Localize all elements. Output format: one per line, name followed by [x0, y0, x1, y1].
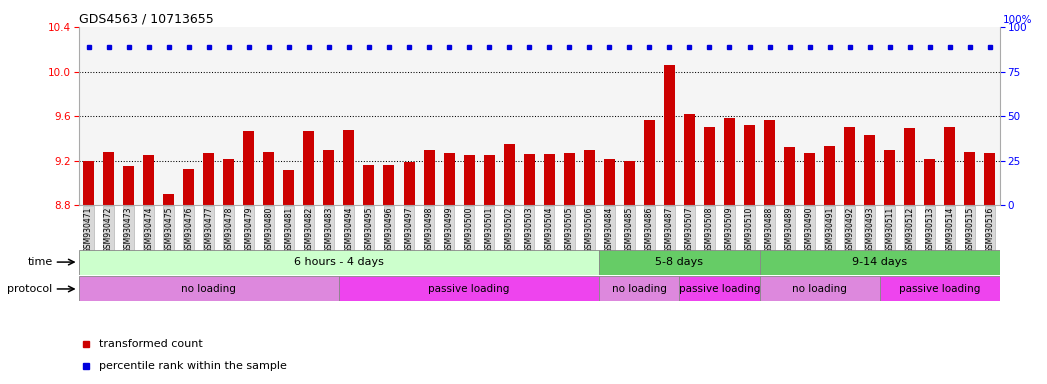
- Bar: [363, 165, 375, 205]
- Bar: [103, 152, 114, 205]
- Bar: [944, 127, 955, 205]
- Bar: [744, 125, 755, 205]
- Bar: [284, 170, 294, 205]
- Bar: [723, 118, 735, 205]
- Bar: [143, 155, 154, 205]
- Bar: [759, 250, 1000, 275]
- Bar: [383, 165, 395, 205]
- Text: no loading: no loading: [181, 284, 237, 294]
- Text: 6 hours - 4 days: 6 hours - 4 days: [294, 257, 384, 267]
- Text: 9-14 days: 9-14 days: [852, 257, 908, 267]
- Text: passive loading: passive loading: [678, 284, 760, 294]
- Bar: [263, 152, 274, 205]
- Bar: [304, 131, 314, 205]
- Bar: [885, 150, 895, 205]
- Bar: [759, 276, 879, 301]
- Bar: [925, 159, 935, 205]
- Bar: [879, 276, 1000, 301]
- Bar: [964, 152, 976, 205]
- Bar: [599, 250, 759, 275]
- Text: passive loading: passive loading: [428, 284, 510, 294]
- Bar: [543, 154, 555, 205]
- Bar: [844, 127, 855, 205]
- Bar: [524, 154, 535, 205]
- Bar: [504, 144, 515, 205]
- Bar: [905, 128, 915, 205]
- Text: 100%: 100%: [1003, 15, 1032, 25]
- Bar: [680, 276, 759, 301]
- Bar: [324, 150, 334, 205]
- Bar: [403, 162, 415, 205]
- Bar: [243, 131, 254, 205]
- Bar: [584, 150, 595, 205]
- Text: passive loading: passive loading: [899, 284, 980, 294]
- Bar: [464, 155, 474, 205]
- Bar: [604, 159, 615, 205]
- Bar: [203, 153, 215, 205]
- Bar: [79, 250, 599, 275]
- Bar: [764, 119, 775, 205]
- Bar: [684, 114, 695, 205]
- Text: no loading: no loading: [611, 284, 667, 294]
- Bar: [79, 276, 339, 301]
- Bar: [163, 194, 174, 205]
- Bar: [563, 153, 575, 205]
- Bar: [83, 161, 94, 205]
- Bar: [484, 155, 494, 205]
- Bar: [644, 119, 654, 205]
- Text: protocol: protocol: [7, 284, 52, 294]
- Bar: [784, 147, 795, 205]
- Bar: [444, 153, 454, 205]
- Text: transformed count: transformed count: [98, 339, 202, 349]
- Bar: [704, 127, 715, 205]
- Text: time: time: [27, 257, 52, 267]
- Bar: [599, 276, 680, 301]
- Bar: [424, 150, 435, 205]
- Text: no loading: no loading: [793, 284, 847, 294]
- Bar: [183, 169, 194, 205]
- Bar: [343, 129, 355, 205]
- Bar: [864, 135, 875, 205]
- Bar: [664, 65, 675, 205]
- Bar: [804, 153, 816, 205]
- Text: percentile rank within the sample: percentile rank within the sample: [98, 361, 287, 371]
- Bar: [223, 159, 235, 205]
- Text: GDS4563 / 10713655: GDS4563 / 10713655: [79, 13, 214, 26]
- Bar: [124, 166, 134, 205]
- Bar: [339, 276, 599, 301]
- Bar: [624, 161, 634, 205]
- Text: 5-8 days: 5-8 days: [655, 257, 704, 267]
- Bar: [824, 146, 836, 205]
- Bar: [984, 153, 996, 205]
